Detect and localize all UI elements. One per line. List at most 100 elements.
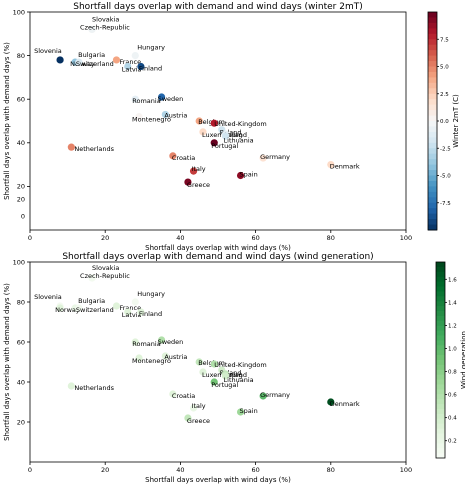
colorbar-segment — [436, 281, 445, 287]
colorbar-segment — [436, 418, 445, 425]
x-tick-label: 0 — [28, 234, 32, 242]
colorbar-segment — [436, 443, 445, 449]
colorbar-segment — [428, 142, 437, 149]
point-label: Netherlands — [74, 145, 114, 153]
point-label: Montenegro — [132, 116, 171, 124]
point-label: Switzerland — [76, 306, 114, 314]
colorbar-segment — [436, 433, 445, 439]
colorbar-segment — [436, 350, 445, 356]
colorbar-tick-label: 1.0 — [448, 346, 457, 352]
colorbar-segment — [428, 66, 437, 73]
colorbar-tick-label: -2.5 — [440, 146, 451, 152]
colorbar-segment — [436, 428, 445, 434]
colorbar-tick-label: 1.4 — [448, 300, 457, 306]
data-point — [67, 143, 75, 151]
colorbar-segment — [436, 306, 445, 312]
point-label: Greece — [187, 417, 210, 425]
point-label: Denmark — [330, 163, 360, 171]
x-axis-label: Shortfall days overlap with wind days (%… — [145, 244, 291, 252]
colorbar-segment — [428, 148, 437, 155]
y-tick-label: 20 — [17, 418, 25, 426]
point-label: Slovenia — [34, 47, 62, 55]
y-tick-label: 80 — [17, 52, 25, 60]
colorbar-segment — [428, 44, 437, 51]
colorbar-segment — [436, 364, 445, 371]
y-tick-label: 40 — [17, 139, 25, 147]
colorbar-tick-label: 0.8 — [448, 370, 457, 376]
data-point — [195, 358, 203, 366]
data-point — [124, 62, 132, 71]
colorbar-segment — [436, 413, 445, 420]
colorbar-segment — [436, 389, 445, 395]
x-tick-label: 80 — [327, 234, 335, 242]
colorbar-tick-label: 0.4 — [448, 416, 457, 422]
y-axis-label: Shortfall days overlap with demand days … — [3, 283, 11, 441]
colorbar-segment — [436, 384, 445, 390]
y-tick-label: 100 — [13, 258, 25, 266]
colorbar-segment — [436, 271, 445, 278]
colorbar-segment — [436, 453, 445, 459]
point-label: Norway — [70, 60, 95, 68]
colorbar-segment — [428, 213, 437, 220]
colorbar-segment — [436, 262, 445, 268]
colorbar-segment — [436, 276, 445, 283]
colorbar-tick-label: -7.5 — [440, 201, 451, 207]
data-point — [88, 25, 96, 34]
y-tick-label: 60 — [17, 96, 25, 104]
colorbar-segment — [436, 320, 445, 327]
colorbar-segment — [428, 175, 437, 182]
data-point — [137, 62, 145, 71]
data-point — [112, 302, 121, 310]
plot-frame — [29, 261, 407, 463]
colorbar-label: Wind generation — [460, 331, 465, 389]
point-label: Switzerland — [76, 60, 114, 68]
point-label: Hungary — [137, 290, 165, 298]
data-point — [221, 132, 230, 140]
data-point — [259, 392, 267, 400]
colorbar-tick-label: 0.2 — [448, 439, 457, 445]
data-point — [124, 308, 132, 316]
colorbar-segment — [428, 33, 437, 40]
point-label: Lithuania — [224, 136, 254, 144]
colorbar-segment — [436, 286, 445, 292]
data-point — [137, 308, 145, 316]
colorbar-segment — [428, 39, 437, 46]
chart-title: Shortfall days overlap with demand and w… — [73, 2, 362, 12]
point-label: Spain — [240, 407, 258, 415]
point-label: Italy — [192, 402, 206, 410]
colorbar-label: Winter 2mT (C) — [452, 94, 460, 148]
point-label: Ireland — [225, 371, 247, 379]
point-label: Bulgaria — [78, 297, 105, 305]
colorbar-segment — [436, 301, 445, 307]
y-tick-label: 80 — [17, 298, 25, 306]
data-point — [169, 152, 177, 160]
colorbar-segment — [436, 360, 445, 366]
point-label: Portugal — [211, 142, 238, 150]
data-point — [131, 298, 139, 306]
point-label: Slovakia — [92, 15, 119, 23]
colorbar-segment — [428, 22, 437, 29]
colorbar-segment — [428, 71, 437, 78]
data-point — [158, 336, 166, 344]
y-tick-label: 20 — [17, 183, 25, 191]
data-point — [221, 372, 230, 380]
point-label: Ireland — [225, 131, 247, 139]
point-label: Latvia — [122, 311, 142, 319]
data-point — [184, 414, 192, 422]
point-label: Greece — [187, 181, 210, 189]
colorbar-tick-label: -5.0 — [440, 174, 451, 180]
point-label: Croatia — [172, 154, 195, 162]
colorbar-segment — [428, 110, 437, 117]
point-label: Hungary — [137, 44, 165, 52]
data-point — [56, 56, 64, 64]
x-tick-label: 100 — [400, 234, 412, 242]
colorbar-tick-label: 1.2 — [448, 323, 457, 329]
colorbar-segment — [436, 409, 445, 415]
colorbar-segment — [436, 423, 445, 430]
x-tick-label: 100 — [400, 466, 412, 474]
data-point — [199, 368, 207, 376]
data-point — [112, 56, 121, 64]
colorbar-tick-label: 5.0 — [440, 65, 449, 71]
colorbar-segment — [436, 335, 445, 341]
